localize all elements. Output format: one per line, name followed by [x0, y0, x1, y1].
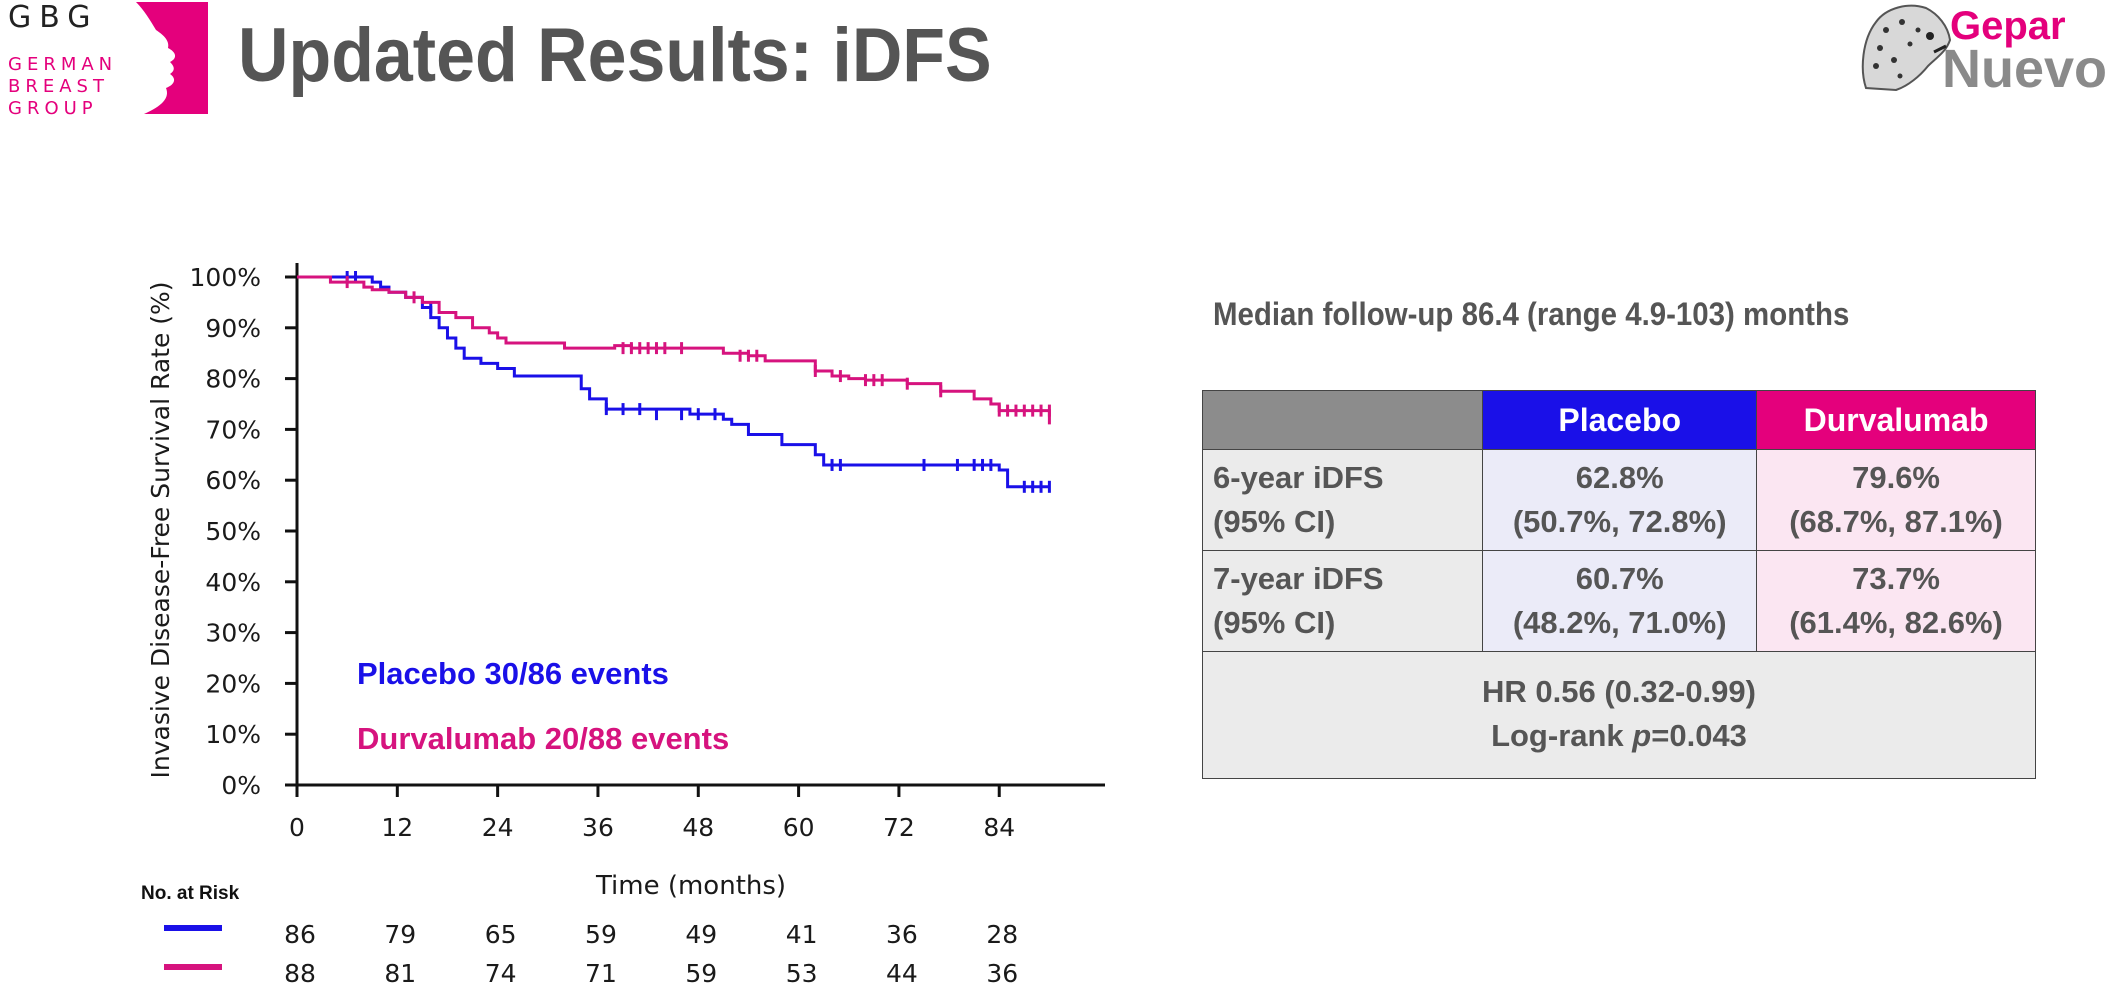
row-label: 6-year iDFS (95% CI) [1201, 449, 1484, 551]
durvalumab-ci: (68.7%, 87.1%) [1789, 504, 2003, 539]
y-tick-label: 20% [205, 669, 261, 698]
risk-count: 44 [886, 959, 918, 988]
x-tick-label: 36 [582, 813, 614, 842]
header-durvalumab: Durvalumab [1756, 390, 2036, 450]
x-tick-label: 84 [983, 813, 1015, 842]
page-title: Updated Results: iDFS [238, 13, 992, 98]
row-label-line1: 7-year iDFS [1213, 561, 1384, 596]
km-curve-durvalumab [297, 275, 1051, 425]
risk-count: 53 [786, 959, 818, 988]
x-tick-label: 48 [682, 813, 714, 842]
durvalumab-cell: 73.7% (61.4%, 82.6%) [1756, 550, 2036, 652]
row-label-line2: (95% CI) [1213, 605, 1336, 640]
y-tick-label: 70% [205, 415, 261, 444]
results-row-7yr: 7-year iDFS (95% CI) 60.7% (48.2%, 71.0%) … [1201, 550, 2036, 652]
gbg-logo-line2: BREAST [8, 76, 109, 97]
hazard-ratio-cell: HR 0.56 (0.32-0.99) Log-rank p=0.043 [1202, 651, 2036, 779]
risk-count: 49 [685, 920, 717, 949]
logrank-p: p [1632, 718, 1652, 753]
cheetah-icon [1861, 4, 1952, 92]
header-empty-cell [1201, 390, 1484, 450]
x-tick-label: 0 [289, 813, 305, 842]
risk-count: 59 [585, 920, 617, 949]
y-tick-label: 10% [205, 720, 261, 749]
risk-count: 59 [685, 959, 717, 988]
row-label-line1: 6-year iDFS [1213, 460, 1384, 495]
risk-count: 74 [485, 959, 517, 988]
risk-count: 65 [485, 920, 517, 949]
logrank-prefix: Log-rank [1491, 718, 1633, 753]
placebo-ci: (50.7%, 72.8%) [1512, 504, 1727, 539]
durvalumab-value: 79.6% [1852, 460, 1940, 495]
x-axis-label: Time (months) [595, 871, 786, 901]
x-tick-label: 24 [482, 813, 514, 842]
y-tick-label: 40% [205, 568, 261, 597]
x-tick-label: 60 [783, 813, 815, 842]
risk-count: 36 [886, 920, 918, 949]
risk-count: 36 [986, 959, 1018, 988]
y-tick-label: 60% [205, 466, 261, 495]
annotation-placebo: Placebo 30/86 events [357, 656, 669, 691]
results-table: Placebo Durvalumab 6-year iDFS (95% CI) 6… [1201, 390, 2036, 779]
results-row-6yr: 6-year iDFS (95% CI) 62.8% (50.7%, 72.8%) … [1201, 449, 2036, 551]
chart-axes: 0% 10% 20% 30% 40% 50% 60% 70% 80% 90% 100% 0 12 24 36… [190, 263, 1105, 842]
header-placebo: Placebo [1482, 390, 1758, 450]
risk-count: 81 [384, 959, 416, 988]
risk-count: 88 [284, 959, 316, 988]
hazard-ratio: HR 0.56 (0.32-0.99) [1482, 674, 1756, 709]
gbg-logo-letters: GBG [8, 0, 99, 35]
risk-count: 79 [384, 920, 416, 949]
results-footer-row: HR 0.56 (0.32-0.99) Log-rank p=0.043 [1202, 651, 2036, 779]
placebo-value: 62.8% [1575, 460, 1664, 495]
y-tick-label: 30% [205, 619, 261, 648]
gbg-logo-line1: GERMAN [8, 54, 118, 75]
y-axis-label: Invasive Disease-Free Survival Rate (%) [146, 281, 175, 778]
row-label-line2: (95% CI) [1213, 504, 1336, 539]
logrank-value: =0.043 [1651, 718, 1747, 753]
placebo-cell: 62.8% (50.7%, 72.8%) [1482, 449, 1758, 551]
y-tick-label: 80% [205, 365, 261, 394]
x-tick-label: 12 [381, 813, 413, 842]
x-tick-label: 72 [883, 813, 915, 842]
followup-text: Median follow-up 86.4 (range 4.9-103) mo… [1213, 296, 1850, 332]
risk-table-title: No. at Risk [141, 883, 240, 904]
placebo-cell: 60.7% (48.2%, 71.0%) [1482, 550, 1758, 652]
risk-count: 86 [284, 920, 316, 949]
gepar-nuevo-logo: Gepar Nuevo [1852, 0, 2119, 100]
durvalumab-cell: 79.6% (68.7%, 87.1%) [1756, 449, 2036, 551]
durvalumab-ci: (61.4%, 82.6%) [1789, 605, 2003, 640]
y-tick-label: 50% [205, 517, 261, 546]
gbg-logo: GBG GERMAN BREAST GROUP [8, 0, 208, 118]
chart-series [297, 271, 1051, 493]
y-tick-label: 90% [205, 314, 261, 343]
results-header-row: Placebo Durvalumab [1201, 390, 2036, 450]
gepar-logo-top: Gepar [1950, 4, 2066, 48]
gbg-logo-line3: GROUP [8, 98, 98, 119]
risk-count: 41 [786, 920, 818, 949]
placebo-ci: (48.2%, 71.0%) [1512, 605, 1727, 640]
risk-table: 86 79 65 59 49 41 36 28 88 81 74 71 59 53 44 36 [164, 920, 1018, 988]
gepar-logo-bottom: Nuevo [1942, 39, 2108, 99]
durvalumab-value: 73.7% [1852, 561, 1940, 596]
y-tick-label: 100% [190, 263, 261, 292]
risk-count: 71 [585, 959, 617, 988]
annotation-durvalumab: Durvalumab 20/88 events [357, 721, 729, 756]
km-curve-placebo [297, 275, 1050, 489]
risk-count: 28 [986, 920, 1018, 949]
placebo-value: 60.7% [1575, 561, 1664, 596]
y-tick-label: 0% [221, 771, 261, 800]
gbg-profile-mark-icon [136, 2, 208, 114]
row-label: 7-year iDFS (95% CI) [1201, 550, 1484, 652]
